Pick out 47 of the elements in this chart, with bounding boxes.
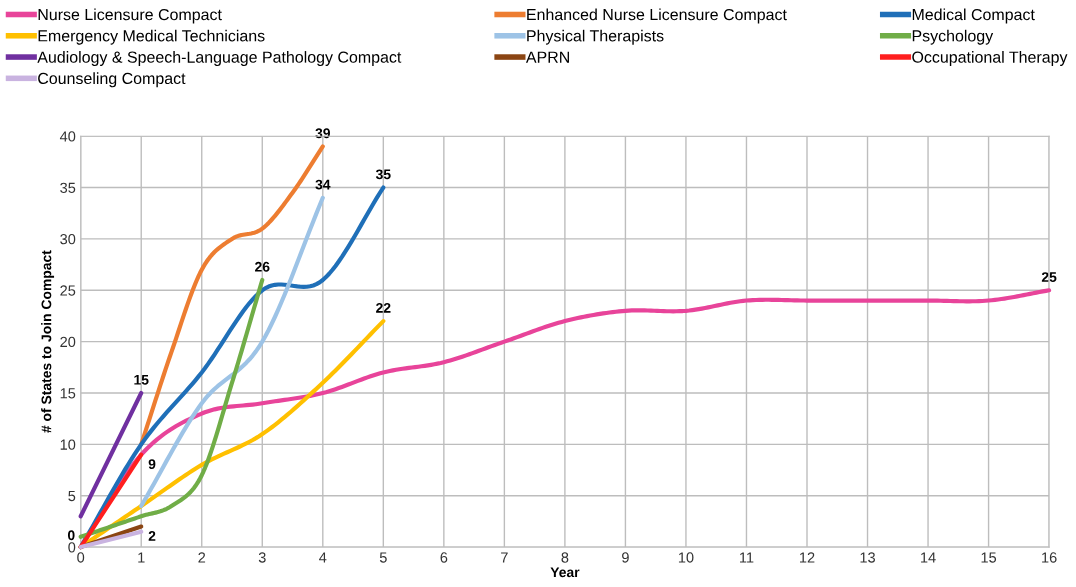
x-tick-label: 7: [501, 552, 508, 563]
x-tick-label: 5: [379, 552, 387, 563]
y-tick-label: 20: [60, 336, 76, 348]
legend-label: Enhanced Nurse Licensure Compact: [527, 8, 787, 24]
x-tick-label: 12: [800, 552, 815, 563]
legend-label: Physical Therapists: [527, 29, 664, 45]
legend-label: Audiology & Speech-Language Pathology Compact: [37, 51, 402, 66]
y-tick-label: 35: [60, 182, 76, 193]
data-label: 34: [315, 179, 331, 190]
data-label: 22: [376, 302, 391, 313]
x-tick-label: 4: [319, 552, 327, 563]
data-label: 39: [315, 128, 331, 139]
legend-label: Emergency Medical Technicians: [38, 29, 265, 45]
data-label: 25: [1041, 272, 1057, 282]
x-tick-label: 13: [860, 552, 875, 563]
x-tick-label: 3: [258, 552, 266, 563]
x-tick-label: 6: [440, 552, 448, 563]
y-axis-title: # of States to Join Compact: [41, 250, 55, 433]
legend-label: Psychology: [912, 29, 994, 45]
y-tick-label: 5: [68, 490, 76, 502]
data-label: 9: [148, 459, 156, 469]
x-tick-label: 14: [921, 552, 936, 563]
data-label: 15: [134, 375, 149, 385]
x-tick-label: 11: [740, 552, 754, 563]
x-axis-title: Year: [550, 567, 580, 578]
y-tick-label: 25: [60, 285, 76, 296]
legend-label: Counseling Compact: [38, 72, 186, 88]
legend-label: Occupational Therapy: [912, 51, 1068, 66]
legend-label: Medical Compact: [912, 8, 1035, 24]
x-tick-label: 1: [138, 552, 145, 563]
legend-label: APRN: [525, 51, 569, 63]
x-tick-label: 10: [678, 552, 694, 563]
x-tick-label: 15: [981, 552, 997, 563]
y-tick-label: 15: [60, 388, 76, 399]
x-tick-label: 9: [622, 552, 629, 563]
y-tick-label: 10: [60, 439, 76, 450]
x-tick-label: 2: [198, 552, 206, 563]
y-tick-label: 30: [60, 234, 76, 245]
data-label: 2: [148, 531, 156, 541]
x-tick-label: 0: [77, 552, 85, 563]
legend-label: Nurse Licensure Compact: [38, 8, 222, 24]
y-tick-label: 0: [68, 542, 76, 553]
x-tick-label: 8: [561, 552, 569, 563]
y-tick-label: 40: [59, 131, 76, 142]
x-tick-label: 16: [1042, 552, 1057, 563]
data-label: 35: [375, 169, 391, 180]
data-label: 26: [255, 261, 270, 272]
